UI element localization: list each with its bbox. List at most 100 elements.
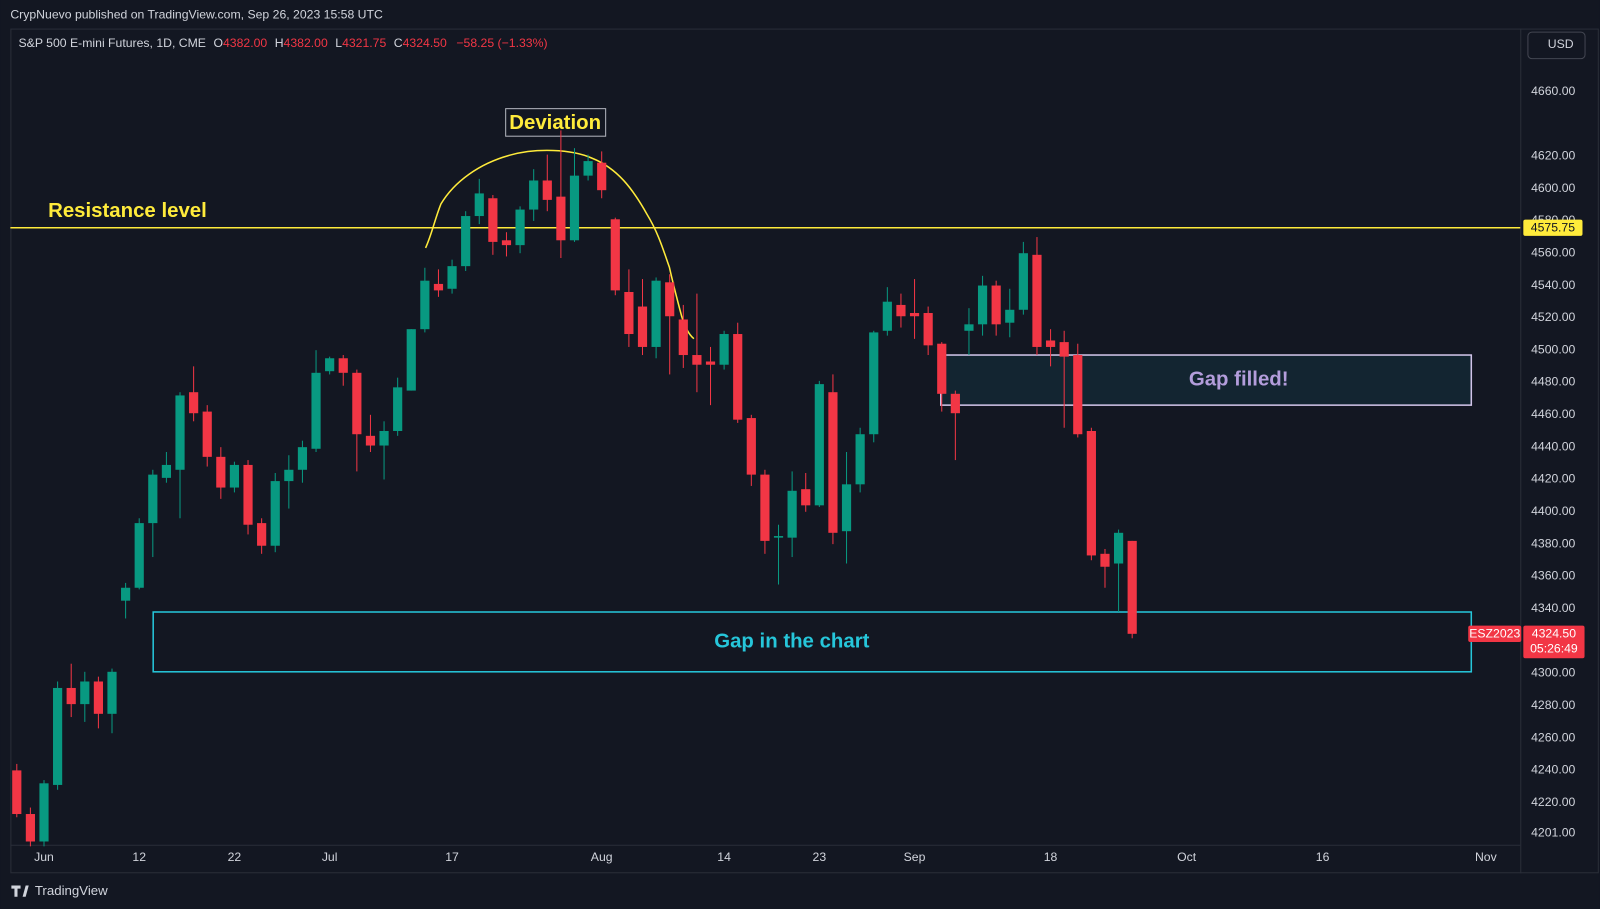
candle-body (869, 332, 879, 435)
candle-body (461, 216, 471, 267)
candle-body (134, 523, 144, 588)
ohlc-value: 4382.00 (223, 36, 267, 50)
candle-body (909, 313, 920, 317)
candle-body (801, 489, 811, 506)
y-tick-label: 4360.00 (1531, 569, 1575, 583)
x-tick-label: Jul (322, 850, 338, 864)
x-tick-label: 22 (228, 850, 242, 864)
candle-body (393, 387, 403, 431)
candle-body (529, 180, 539, 210)
candle-body (39, 783, 49, 842)
y-tick-label: 4420.00 (1531, 472, 1575, 486)
candle-body (597, 162, 607, 191)
x-tick-label: 23 (813, 850, 827, 864)
x-tick-label: Aug (591, 850, 613, 864)
candle-body (501, 240, 512, 246)
candle-body (1127, 540, 1137, 634)
x-tick-label: 12 (132, 850, 146, 864)
candle-body (352, 372, 362, 435)
candle-body (1059, 342, 1069, 357)
gap-chart-label: Gap in the chart (714, 630, 869, 652)
currency-button[interactable] (1527, 31, 1586, 60)
candle-body (338, 358, 348, 373)
x-tick-label: Sep (904, 850, 926, 864)
candle-body (80, 681, 90, 705)
y-tick-label: 4520.00 (1531, 310, 1575, 324)
y-tick-label: 4440.00 (1531, 439, 1575, 453)
candle-body (1086, 430, 1096, 556)
y-tick-label: 4340.00 (1531, 601, 1575, 615)
currency-label[interactable]: USD (1548, 37, 1574, 51)
candle-body (216, 456, 226, 488)
candle-body (365, 435, 376, 446)
candle-body (1113, 532, 1124, 564)
candle-body (474, 193, 484, 217)
candle-body (610, 219, 620, 291)
y-tick-label: 4460.00 (1531, 407, 1575, 421)
x-tick-label: 18 (1044, 850, 1058, 864)
y-tick-label: 4480.00 (1531, 375, 1575, 389)
candle-body (991, 285, 1001, 325)
candle-body (855, 434, 865, 485)
y-tick-label: 4220.00 (1531, 795, 1575, 809)
ohlc-value: 4324.50 (403, 36, 447, 50)
y-tick-label: 4560.00 (1531, 245, 1575, 259)
candle-body (107, 671, 117, 714)
symbol-tag-label: ESZ2023 (1469, 627, 1520, 641)
x-tick-label: Oct (1177, 850, 1197, 864)
change: −58.25 (−1.33%) (456, 36, 547, 50)
candle-body (121, 587, 131, 601)
candle-body (447, 266, 457, 289)
candle-body (787, 490, 797, 538)
candle-body (515, 209, 525, 246)
y-tick-label: 4280.00 (1531, 698, 1575, 712)
candle-body (692, 355, 702, 365)
resistance-tag (1523, 219, 1583, 236)
deviation-label: Deviation (509, 112, 601, 134)
y-tick-label: 4620.00 (1531, 148, 1575, 162)
ohlc-key: L (335, 36, 342, 50)
candle-body (556, 196, 566, 241)
y-tick-label: 4201.00 (1531, 826, 1575, 840)
candle-body (270, 481, 280, 546)
ohlc-key: H (275, 36, 284, 50)
candle-body (229, 464, 240, 488)
candle-body (841, 484, 852, 532)
candle-body (1005, 309, 1015, 323)
candle-body (297, 447, 308, 470)
logo-mark (11, 885, 29, 897)
candle-body (1032, 254, 1042, 347)
ohlc-key: C (394, 36, 403, 50)
x-tick-label: 14 (717, 850, 731, 864)
candle-body (1018, 253, 1028, 310)
candle-body (1073, 355, 1083, 435)
candle-body (828, 392, 838, 533)
candle-body (923, 313, 933, 346)
deviation-curve (424, 149, 695, 340)
candle-body (379, 430, 389, 446)
candle-body (433, 283, 444, 291)
y-tick-label: 4300.00 (1531, 666, 1575, 680)
candle-body (93, 681, 103, 714)
countdown: 05:26:49 (1530, 641, 1578, 655)
y-tick-label: 4240.00 (1531, 763, 1575, 777)
candle-body (719, 334, 729, 365)
candle-body (950, 393, 960, 414)
y-tick-label: 4380.00 (1531, 536, 1575, 550)
resistance-tag-label: 4575.75 (1531, 221, 1575, 235)
candle-body (243, 464, 253, 525)
candle-body (637, 306, 648, 347)
candle-body (325, 358, 335, 372)
y-tick-label: 4600.00 (1531, 181, 1575, 195)
candle-body (896, 304, 906, 317)
candle-body (733, 334, 743, 420)
y-tick-label: 4660.00 (1531, 84, 1575, 98)
candle-body (937, 343, 947, 394)
candle-body (746, 418, 756, 475)
published-line: CrypNuevo published on TradingView.com, … (10, 8, 383, 22)
x-tick-label: Nov (1475, 850, 1498, 864)
candle-body (977, 285, 988, 325)
y-tick-label: 4500.00 (1531, 342, 1575, 356)
last-price-label: 4324.50 (1532, 627, 1576, 641)
candle-body (284, 469, 294, 482)
